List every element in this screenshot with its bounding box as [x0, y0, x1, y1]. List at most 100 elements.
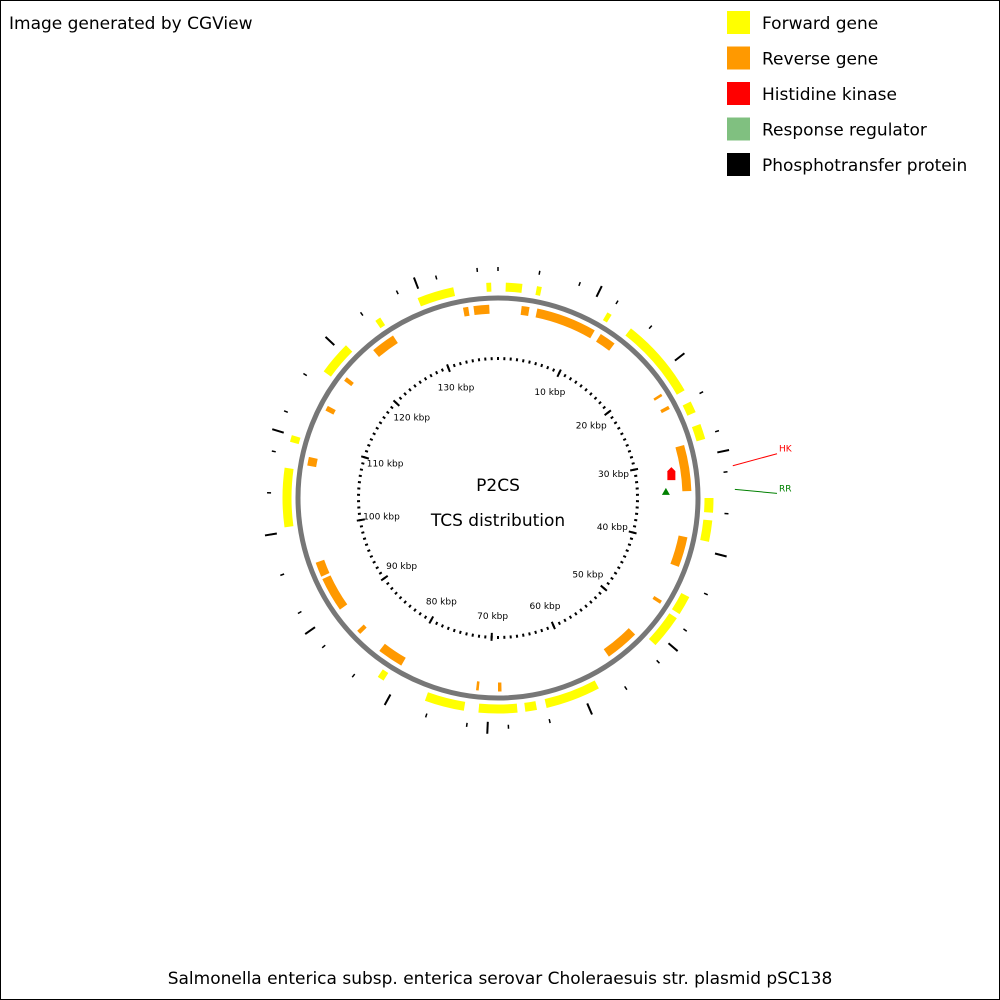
minor-tick: [452, 628, 456, 633]
minor-tick: [394, 591, 398, 595]
gene: [344, 377, 354, 387]
minor-tick: [593, 595, 598, 600]
tick: [380, 575, 389, 582]
minor-tick: [418, 380, 422, 385]
gene: [535, 308, 595, 339]
gene: [648, 613, 677, 646]
minor-tick: [367, 549, 371, 553]
minor-tick: [613, 421, 618, 425]
minor-tick: [534, 630, 538, 635]
minor-tick: [364, 543, 369, 547]
outer-minor-tick: [424, 713, 428, 718]
minor-tick: [625, 443, 629, 447]
outer-tick: [714, 552, 727, 558]
gene: [417, 287, 456, 307]
minor-tick: [589, 392, 593, 396]
outer-minor-tick: [303, 372, 308, 377]
minor-tick: [465, 632, 468, 636]
feature-leader: [732, 453, 778, 467]
outer-minor-tick: [280, 573, 285, 577]
outer-tick: [264, 532, 277, 537]
minor-tick: [408, 387, 412, 392]
tick: [604, 409, 612, 416]
tick-label: 10 kbp: [534, 388, 565, 398]
gene: [379, 643, 406, 666]
minor-tick: [386, 581, 390, 586]
gene: [670, 535, 688, 567]
minor-tick: [423, 615, 428, 619]
tick: [428, 615, 435, 624]
feature-label: RR: [779, 484, 792, 494]
outer-minor-tick: [703, 592, 709, 596]
feature-leader: [734, 488, 778, 494]
gene: [424, 692, 466, 711]
gene: [315, 559, 330, 577]
minor-tick: [369, 554, 374, 559]
legend-label: Forward gene: [762, 14, 878, 34]
gene: [323, 345, 353, 377]
gene: [682, 401, 696, 416]
minor-tick: [563, 373, 567, 378]
outer-minor-tick: [699, 391, 704, 395]
minor-tick: [435, 370, 439, 375]
outer-minor-tick: [395, 290, 399, 295]
gene: [625, 328, 685, 395]
minor-tick: [534, 361, 538, 366]
gene: [675, 444, 692, 492]
minor-tick: [602, 405, 606, 410]
tick: [550, 621, 556, 630]
outer-minor-tick: [538, 270, 541, 275]
gene: [602, 312, 612, 323]
tick: [556, 369, 562, 378]
legend-swatch: [727, 153, 750, 176]
minor-tick: [446, 626, 450, 631]
minor-tick: [598, 401, 602, 405]
map-title: P2CS: [476, 476, 520, 496]
tick-label: 20 kbp: [576, 422, 607, 432]
minor-tick: [440, 368, 444, 372]
minor-tick: [361, 462, 365, 465]
legend-label: Histidine kinase: [762, 85, 897, 105]
minor-tick: [390, 405, 394, 410]
minor-tick: [546, 626, 550, 631]
minor-tick: [540, 628, 544, 633]
minor-tick: [390, 586, 394, 591]
minor-tick: [522, 633, 525, 637]
gene: [282, 467, 294, 528]
minor-tick: [627, 543, 632, 547]
minor-tick: [579, 608, 583, 612]
minor-tick: [617, 566, 621, 570]
legend-swatch: [727, 46, 750, 70]
minor-tick: [579, 384, 583, 388]
gene: [520, 305, 530, 316]
outer-tick: [595, 285, 603, 298]
minor-tick: [620, 432, 624, 436]
minor-tick: [413, 608, 417, 612]
minor-tick: [359, 525, 364, 528]
minor-tick: [378, 421, 383, 425]
minor-tick: [386, 410, 390, 415]
tick-label: 130 kbp: [438, 384, 475, 394]
minor-tick: [620, 560, 624, 564]
minor-tick: [458, 361, 462, 366]
backbone: [295, 295, 701, 701]
minor-tick: [589, 600, 593, 604]
minor-tick: [369, 437, 374, 442]
minor-tick: [632, 525, 637, 528]
feature-label: HK: [779, 445, 793, 455]
legend-label: Response regulator: [762, 121, 927, 141]
minor-tick: [546, 365, 550, 370]
gene: [377, 669, 389, 681]
minor-tick: [452, 363, 456, 368]
minor-tick: [398, 595, 403, 600]
outer-minor-tick: [648, 325, 653, 330]
feature-mark: [667, 467, 676, 481]
outer-minor-tick: [656, 659, 661, 664]
minor-tick: [408, 604, 412, 609]
tick: [356, 518, 365, 522]
minor-tick: [413, 384, 417, 388]
outer-minor-tick: [624, 685, 628, 691]
outer-minor-tick: [465, 722, 468, 727]
gene: [544, 680, 599, 708]
